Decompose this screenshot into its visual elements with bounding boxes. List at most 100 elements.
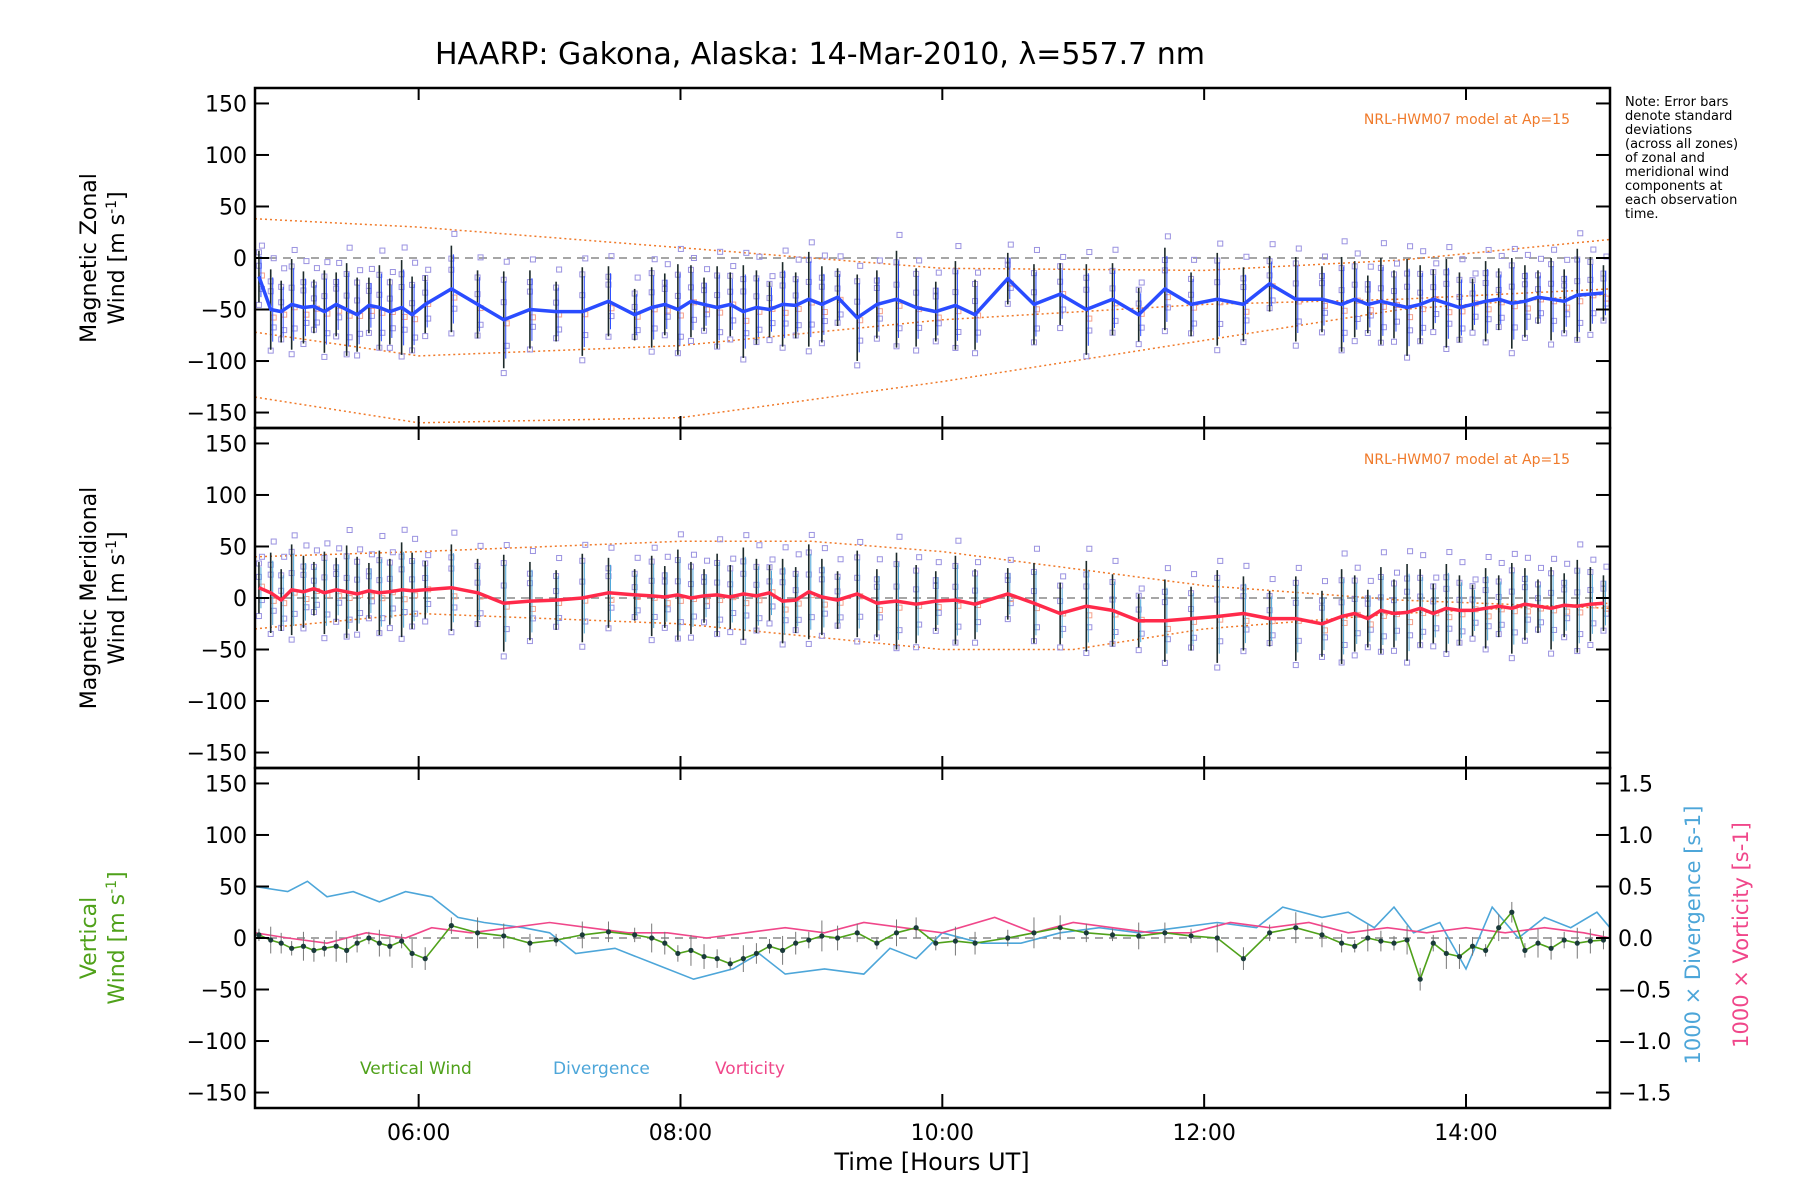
panel-zonal: NRL-HWM07 model at Ap=15 150 100 50 0 −50 −100… bbox=[77, 86, 1612, 430]
zone-marker bbox=[258, 553, 265, 560]
zone-marker bbox=[1524, 554, 1531, 561]
vertical-wind-point bbox=[1214, 935, 1220, 941]
zone-marker bbox=[730, 263, 737, 270]
zone-marker bbox=[1367, 626, 1374, 633]
zone-marker bbox=[1524, 251, 1531, 258]
zone-marker bbox=[1135, 341, 1142, 348]
vertical-wind-point bbox=[474, 930, 481, 936]
zone-marker bbox=[664, 313, 671, 320]
vertical-wind-point bbox=[727, 961, 733, 967]
vertical-wind-point bbox=[766, 943, 773, 949]
zone-marker bbox=[324, 330, 331, 337]
zone-marker bbox=[1217, 557, 1224, 564]
zone-marker bbox=[916, 554, 923, 561]
y-axis-label-line2: Wind [m s-1] bbox=[104, 871, 130, 1004]
y-tick-label: 150 bbox=[205, 92, 247, 117]
zone-marker bbox=[386, 344, 393, 351]
zone-marker bbox=[1060, 306, 1067, 313]
x-tick-label: 12:00 bbox=[1172, 1121, 1235, 1146]
vertical-wind-point bbox=[1378, 938, 1384, 944]
zone-marker bbox=[769, 320, 776, 327]
zone-marker bbox=[1033, 325, 1040, 332]
zone-marker bbox=[1138, 585, 1145, 592]
zone-marker bbox=[1341, 329, 1348, 336]
vertical-wind-point bbox=[1391, 940, 1397, 946]
zone-marker bbox=[1564, 304, 1571, 311]
zone-marker bbox=[1354, 630, 1361, 637]
vertical-wind-point bbox=[1417, 976, 1423, 982]
zone-marker bbox=[854, 362, 861, 369]
zone-marker bbox=[727, 629, 734, 636]
zone-marker bbox=[270, 314, 277, 321]
zone-marker bbox=[1577, 631, 1584, 638]
zone-marker bbox=[270, 597, 277, 604]
zone-marker bbox=[451, 529, 458, 536]
zone-marker bbox=[1135, 647, 1142, 654]
zone-marker bbox=[913, 644, 920, 651]
zone-marker bbox=[1498, 559, 1505, 566]
vertical-wind-point bbox=[1535, 940, 1541, 946]
vertical-wind-point bbox=[278, 940, 284, 946]
vertical-wind-point bbox=[1509, 909, 1515, 915]
zone-marker bbox=[1321, 302, 1328, 309]
zone-marker bbox=[1164, 565, 1171, 572]
zone-marker bbox=[288, 636, 295, 643]
zone-marker bbox=[1485, 306, 1492, 313]
vertical-wind-point bbox=[579, 932, 585, 938]
zone-marker bbox=[303, 311, 310, 318]
zone-marker bbox=[1537, 564, 1544, 571]
zone-marker bbox=[503, 320, 510, 327]
zone-marker bbox=[412, 535, 419, 542]
vertical-wind-point bbox=[1365, 935, 1371, 941]
zone-marker bbox=[291, 610, 298, 617]
note-line: (across all zones) bbox=[1625, 137, 1738, 152]
zone-marker bbox=[303, 604, 310, 611]
zone-marker bbox=[896, 604, 903, 611]
zone-marker bbox=[1485, 553, 1492, 560]
zone-marker bbox=[500, 370, 507, 377]
zone-marker bbox=[769, 556, 776, 563]
zone-marker bbox=[425, 315, 432, 322]
zone-marker bbox=[1459, 325, 1466, 332]
zone-marker bbox=[1164, 304, 1171, 311]
zone-marker bbox=[1164, 636, 1171, 643]
zone-marker bbox=[1367, 307, 1374, 314]
zone-marker bbox=[1446, 549, 1453, 556]
zone-marker bbox=[1407, 327, 1414, 334]
y-tick-label: 50 bbox=[219, 535, 247, 560]
vertical-wind-point bbox=[1456, 953, 1463, 960]
zone-marker bbox=[975, 269, 982, 276]
zone-marker bbox=[1164, 625, 1171, 632]
zone-marker bbox=[281, 615, 288, 622]
zone-marker bbox=[1564, 560, 1571, 567]
zone-marker bbox=[935, 269, 942, 276]
zone-marker bbox=[808, 321, 815, 328]
vertical-wind-point bbox=[289, 945, 295, 951]
vertical-wind-point bbox=[1083, 930, 1089, 936]
zone-marker bbox=[503, 603, 510, 610]
zone-marker bbox=[556, 266, 563, 273]
zone-marker bbox=[1469, 635, 1476, 642]
y-tick-label: 100 bbox=[205, 144, 247, 169]
zone-marker bbox=[608, 604, 615, 611]
vertical-wind-point bbox=[793, 940, 799, 946]
zone-marker bbox=[972, 350, 979, 357]
zone-marker bbox=[677, 597, 684, 604]
zone-marker bbox=[955, 243, 962, 250]
note-line: each observation bbox=[1625, 193, 1737, 208]
y-tick-label: −100 bbox=[187, 690, 247, 715]
vertical-wind-point bbox=[1319, 932, 1325, 938]
zone-marker bbox=[1292, 342, 1299, 349]
zone-marker bbox=[1390, 338, 1397, 345]
zone-marker bbox=[805, 640, 812, 647]
zone-marker bbox=[288, 351, 295, 358]
y-tick-label: −150 bbox=[187, 1082, 247, 1107]
zone-marker bbox=[1243, 308, 1250, 315]
zone-marker bbox=[1393, 318, 1400, 325]
zone-marker bbox=[857, 613, 864, 620]
zone-marker bbox=[769, 273, 776, 280]
vorticity-axis-label: 1000 × Vorticity [s-1] bbox=[1729, 822, 1753, 1048]
zone-marker bbox=[281, 265, 288, 272]
y-axis-label-unit: Wind [m s bbox=[105, 894, 130, 1005]
zone-marker bbox=[955, 623, 962, 630]
